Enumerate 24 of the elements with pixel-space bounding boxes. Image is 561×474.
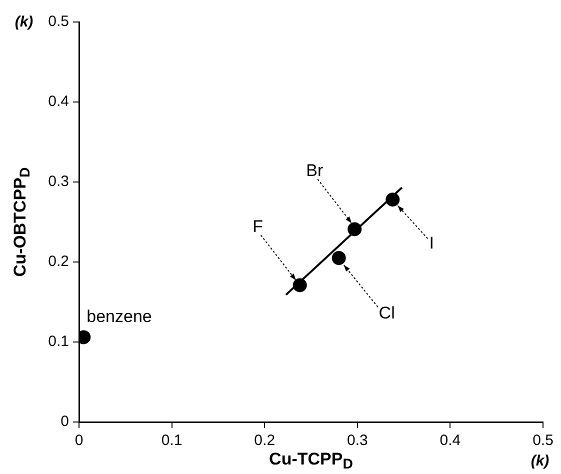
x-tick-label: 0.5	[532, 432, 554, 450]
y-tick-label: 0.2	[48, 253, 69, 270]
annotation: benzene	[86, 306, 152, 326]
y-tick-label: 0.4	[48, 93, 69, 110]
text: (k)	[14, 14, 34, 30]
x-tick-label: 0.2	[254, 432, 276, 450]
x-tick-label: 0.3	[346, 432, 368, 450]
annotation: Cl	[378, 304, 395, 323]
x-tick-label: 0	[74, 432, 84, 450]
y-tick-label: 0.1	[48, 333, 69, 350]
text: (k)	[530, 452, 550, 470]
x-tick-label: 0.4	[440, 432, 461, 450]
annotation: Br	[306, 160, 324, 180]
x-axis-title: Cu-TCPP$_{D}$	[269, 449, 353, 473]
annotation: I	[429, 233, 434, 252]
annotation: F	[252, 216, 264, 236]
y-tick-label: 0.5	[48, 13, 69, 30]
point	[332, 251, 346, 265]
y-tick-label: 0	[60, 413, 69, 430]
point	[348, 222, 362, 236]
y-tick-label: 0.3	[48, 173, 69, 190]
point	[292, 278, 307, 292]
point	[386, 192, 400, 207]
x-tick-label: 0.1	[161, 432, 182, 450]
